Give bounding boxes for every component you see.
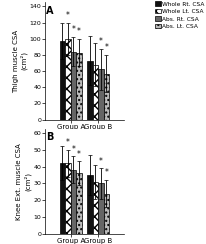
Text: *: * bbox=[104, 43, 108, 52]
Y-axis label: Knee Ext. muscle CSA
(cm²): Knee Ext. muscle CSA (cm²) bbox=[16, 143, 31, 220]
Text: *: * bbox=[66, 11, 70, 20]
Bar bbox=[60, 163, 65, 234]
Bar bbox=[60, 41, 65, 120]
Bar bbox=[87, 61, 93, 120]
Text: *: * bbox=[99, 157, 103, 166]
Bar bbox=[87, 175, 93, 234]
Text: *: * bbox=[77, 27, 81, 36]
Text: *: * bbox=[71, 25, 75, 34]
Bar bbox=[65, 163, 71, 234]
Text: *: * bbox=[71, 145, 75, 154]
Text: *: * bbox=[99, 37, 103, 46]
Text: A: A bbox=[46, 6, 54, 16]
Bar bbox=[93, 182, 98, 234]
Legend: Whole Rt. CSA, Whole Lt. CSA, Abs. Rt. CSA, Abs. Lt. CSA: Whole Rt. CSA, Whole Lt. CSA, Abs. Rt. C… bbox=[154, 0, 205, 30]
Text: *: * bbox=[66, 138, 70, 147]
Bar bbox=[98, 70, 104, 120]
Bar bbox=[71, 170, 76, 234]
Bar bbox=[65, 39, 71, 120]
Bar bbox=[104, 73, 109, 120]
Text: *: * bbox=[77, 150, 81, 159]
Bar bbox=[76, 173, 82, 234]
Text: B: B bbox=[46, 132, 54, 142]
Y-axis label: Thigh muscle CSA
(cm²): Thigh muscle CSA (cm²) bbox=[13, 30, 27, 92]
Text: *: * bbox=[104, 168, 108, 177]
Bar bbox=[76, 52, 82, 120]
Bar bbox=[98, 183, 104, 234]
Bar bbox=[104, 194, 109, 234]
Bar bbox=[93, 65, 98, 120]
Bar bbox=[71, 52, 76, 120]
